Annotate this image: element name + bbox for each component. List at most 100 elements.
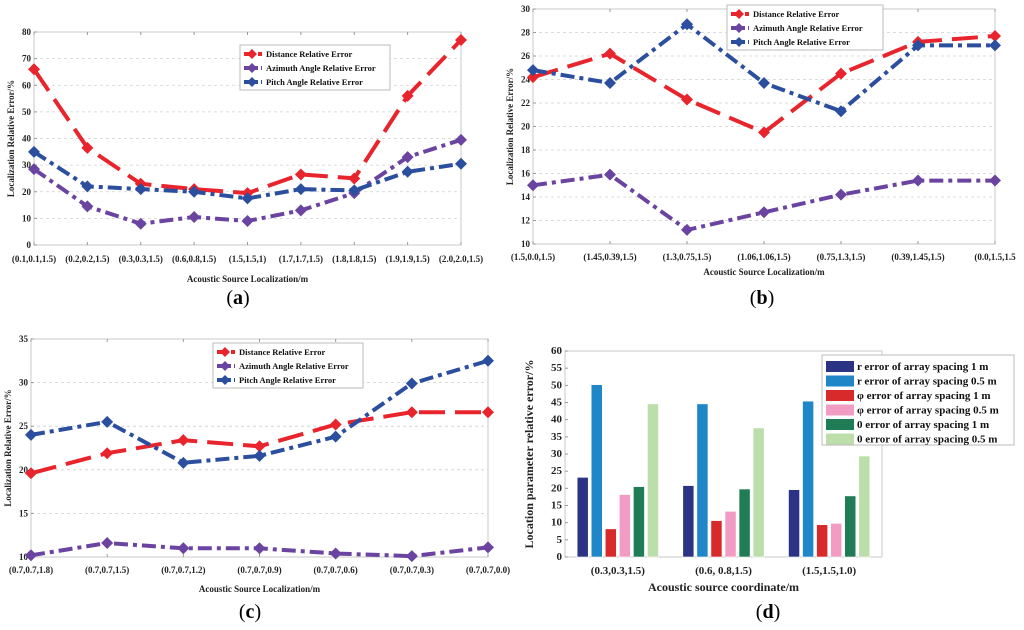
data-point bbox=[527, 71, 539, 84]
y-tick-label: 25 bbox=[19, 421, 29, 431]
data-point bbox=[81, 141, 94, 154]
legend-swatch bbox=[826, 361, 854, 372]
legend-swatch bbox=[826, 390, 854, 401]
y-tick-label: 26 bbox=[521, 51, 531, 61]
y-tick-label: 18 bbox=[521, 145, 531, 155]
x-tick-label: (0.3,0.3,1.5) bbox=[119, 254, 163, 264]
data-point bbox=[25, 428, 37, 441]
y-tick-label: 14 bbox=[521, 192, 531, 202]
x-tick-label: (1.7,1.7,1.5) bbox=[279, 254, 323, 264]
legend-marker bbox=[247, 77, 257, 87]
y-tick-label: 30 bbox=[521, 4, 531, 14]
data-point bbox=[101, 415, 114, 428]
data-point bbox=[989, 174, 1001, 187]
bar bbox=[604, 528, 617, 558]
x-tick-label: (1.9,1.9,1.5) bbox=[386, 254, 430, 264]
data-point bbox=[604, 77, 616, 90]
x-tick-label: (1.06,1.06,1.5) bbox=[737, 252, 790, 262]
y-tick-label: 20 bbox=[521, 122, 531, 132]
y-tick-label: 45 bbox=[551, 397, 563, 409]
data-point bbox=[989, 30, 1001, 43]
legend-marker bbox=[220, 361, 230, 371]
x-tick-label: (0.6,0.8,1.5) bbox=[172, 254, 216, 264]
data-point bbox=[527, 64, 539, 77]
legend-label: Distance Relative Error bbox=[239, 347, 325, 357]
data-point bbox=[835, 67, 847, 80]
data-point bbox=[134, 183, 147, 196]
y-tick-label: 20 bbox=[22, 187, 32, 197]
y-tick-label: 15 bbox=[19, 508, 29, 518]
data-point bbox=[25, 467, 37, 480]
chart-a: 0 10 20 30 40 50 60 70 80 (0.1,0.1,1.5) (0.2,0.2,1… bbox=[6, 27, 483, 309]
bar bbox=[724, 511, 737, 558]
legend-swatch bbox=[826, 375, 854, 387]
y-tick-label: 10 bbox=[521, 239, 531, 249]
data-point bbox=[329, 430, 342, 443]
bar bbox=[619, 494, 631, 558]
data-point bbox=[188, 185, 201, 198]
x-tick-label: (0.7,0.7,0.0) bbox=[466, 565, 510, 575]
data-point bbox=[81, 200, 94, 213]
y-tick-label: 0 bbox=[557, 551, 563, 563]
x-tick-label: (0.7,0.7,1.8) bbox=[9, 565, 53, 575]
data-point bbox=[253, 449, 266, 462]
legend-marker bbox=[247, 63, 257, 73]
legend-label: Azimuth Angle Relative Error bbox=[266, 63, 376, 73]
y-tick-label: 20 bbox=[19, 465, 29, 475]
x-tick-label: (0.7,0.7,1.2) bbox=[161, 565, 205, 575]
data-point bbox=[405, 550, 418, 563]
data-point bbox=[401, 89, 414, 102]
legend-label: Azimuth Angle Relative Error bbox=[239, 361, 349, 371]
data-point bbox=[294, 168, 307, 181]
data-point bbox=[482, 354, 494, 367]
x-axis-label: Acoustic source coordinate/m bbox=[648, 580, 799, 594]
x-tick-label: (1.5,1.5,1.0) bbox=[802, 565, 856, 577]
y-tick-label: 80 bbox=[22, 27, 32, 37]
y-tick-label: 22 bbox=[521, 98, 531, 108]
legend-label: 0 error of array spacing 1 m bbox=[857, 419, 989, 431]
data-point bbox=[401, 151, 414, 164]
chart-d: 0 5 10 15 20 25 30 35 40 45 50 55 60 (0.3,0.3,1.5) (0.… bbox=[522, 345, 1015, 623]
bar bbox=[844, 495, 857, 558]
x-axis-label: Acoustic Source Localization/m bbox=[703, 267, 825, 277]
data-point bbox=[25, 549, 37, 562]
y-tick-label: 40 bbox=[22, 134, 32, 144]
data-point bbox=[177, 434, 190, 447]
y-tick-label: 60 bbox=[22, 80, 32, 90]
x-tick-label: (0.75,1.3,1.5) bbox=[817, 252, 866, 262]
data-point bbox=[294, 183, 307, 196]
data-point bbox=[101, 447, 114, 460]
x-tick-label: (0.7,0.7,1.5) bbox=[85, 565, 129, 575]
y-tick-label: 30 bbox=[22, 160, 32, 170]
panel-letter: a bbox=[233, 287, 243, 309]
data-point bbox=[241, 192, 254, 205]
y-tick-label: 24 bbox=[521, 75, 531, 85]
y-tick-label: 25 bbox=[551, 465, 563, 477]
data-point bbox=[134, 217, 147, 230]
data-point bbox=[405, 406, 418, 419]
legend-label: 0 error of array spacing 0.5 m bbox=[857, 434, 997, 446]
data-point bbox=[604, 47, 616, 60]
panel-label: (a) bbox=[226, 287, 249, 309]
y-tick-label: 10 bbox=[19, 552, 29, 562]
bar bbox=[858, 455, 871, 558]
bar bbox=[738, 488, 751, 558]
y-tick-label: 55 bbox=[551, 362, 563, 374]
data-point bbox=[835, 105, 847, 118]
data-point bbox=[348, 184, 361, 197]
bar bbox=[647, 403, 659, 558]
y-tick-label: 50 bbox=[551, 379, 563, 391]
x-tick-label: (1.5,0.0,1.5) bbox=[511, 252, 555, 262]
panel-letter: d bbox=[762, 601, 773, 623]
legend-label: Distance Relative Error bbox=[753, 9, 839, 19]
data-point bbox=[401, 165, 414, 178]
data-point bbox=[758, 206, 770, 219]
y-axis-label: Localization Relative Error/% bbox=[6, 80, 16, 197]
y-tick-label: 30 bbox=[19, 378, 29, 388]
y-tick-label: 15 bbox=[551, 500, 563, 512]
x-axis-label: Acoustic Source Localization/m bbox=[187, 274, 309, 284]
chart-b: 10 12 14 16 18 20 22 24 26 28 30 (1.5,0.0,1.5) (1.45… bbox=[505, 4, 1016, 309]
bar bbox=[788, 489, 800, 558]
data-point bbox=[177, 456, 190, 469]
y-tick-label: 10 bbox=[551, 517, 563, 529]
